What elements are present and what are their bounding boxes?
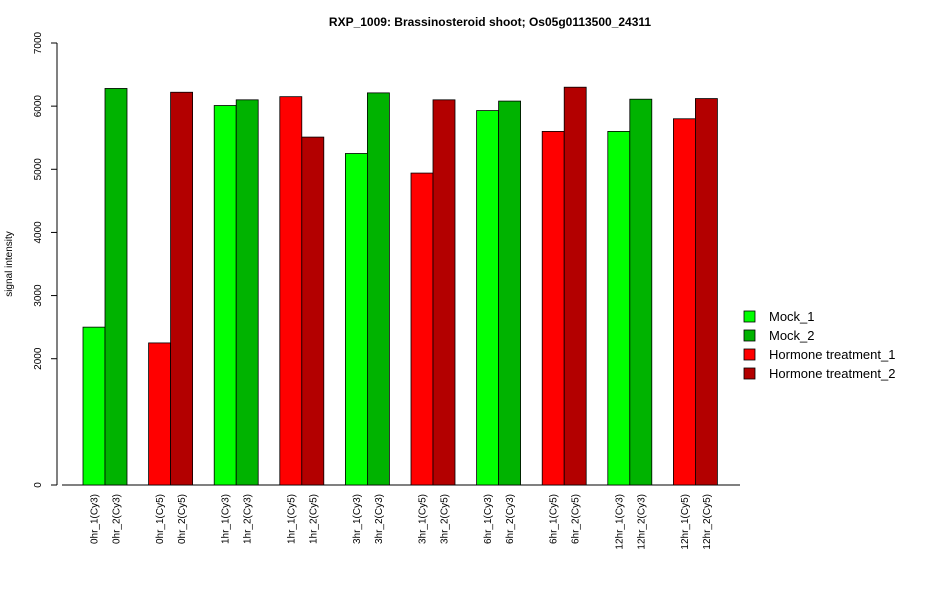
x-tick-label: 3hr_1(Cy5)	[418, 494, 429, 544]
bars-group	[82, 86, 718, 486]
y-tick-label: 5000	[33, 158, 44, 181]
x-tick-label: 6hr_1(Cy3)	[483, 494, 494, 544]
y-axis-label: signal intensity	[4, 231, 15, 297]
bar	[213, 105, 237, 486]
bar	[563, 86, 587, 486]
legend: Mock_1 Mock_2 Hormone treatment_1 Hormone t…	[743, 309, 895, 381]
x-tick-label: 6hr_1(Cy5)	[549, 494, 560, 544]
bar	[344, 153, 368, 486]
bar	[279, 96, 303, 486]
bar	[301, 136, 325, 486]
bar	[235, 99, 259, 486]
bar	[476, 110, 500, 486]
chart-title: RXP_1009: Brassinosteroid shoot; Os05g01…	[329, 15, 652, 29]
y-axis: 0 2000 3000 4000 5000 6000 7000	[33, 31, 58, 488]
bar	[104, 88, 128, 486]
x-tick-label: 6hr_2(Cy3)	[505, 494, 516, 544]
bar	[410, 172, 434, 486]
bar	[695, 98, 718, 486]
bar	[82, 326, 106, 486]
x-tick-label: 1hr_1(Cy3)	[221, 494, 232, 544]
legend-swatch	[743, 367, 756, 380]
y-tick-label: 0	[33, 482, 44, 488]
legend-swatch	[743, 329, 756, 342]
x-tick-label: 3hr_2(Cy3)	[374, 494, 385, 544]
legend-label: Mock_1	[769, 309, 815, 324]
x-tick-label: 6hr_2(Cy5)	[571, 494, 582, 544]
x-tick-label: 0hr_2(Cy5)	[177, 494, 188, 544]
legend-label: Hormone treatment_2	[769, 366, 895, 381]
x-tick-label: 0hr_2(Cy3)	[112, 494, 123, 544]
bar	[541, 130, 565, 486]
legend-label: Hormone treatment_1	[769, 347, 895, 362]
bar	[629, 98, 653, 486]
x-tick-label: 1hr_2(Cy3)	[243, 494, 254, 544]
x-tick-label: 12hr_2(Cy5)	[702, 494, 713, 550]
x-tick-label: 0hr_1(Cy3)	[90, 494, 101, 544]
x-tick-labels: 0hr_1(Cy3) 0hr_2(Cy3) 0hr_1(Cy5) 0hr_2(Cy5)…	[90, 494, 713, 550]
bar	[673, 118, 696, 486]
bar	[170, 91, 194, 486]
x-tick-label: 12hr_1(Cy5)	[680, 494, 691, 550]
y-tick-label: 4000	[33, 221, 44, 244]
x-tick-label: 3hr_1(Cy3)	[352, 494, 363, 544]
x-tick-label: 3hr_2(Cy5)	[440, 494, 451, 544]
y-tick-label: 6000	[33, 95, 44, 118]
y-tick-label: 7000	[33, 31, 44, 54]
y-tick-label: 2000	[33, 347, 44, 370]
x-tick-label: 12hr_2(Cy3)	[636, 494, 647, 550]
legend-swatch	[743, 310, 756, 323]
legend-label: Mock_2	[769, 328, 815, 343]
x-tick-label: 12hr_1(Cy3)	[614, 494, 625, 550]
x-tick-label: 0hr_1(Cy5)	[155, 494, 166, 544]
legend-swatch	[743, 348, 756, 361]
bar	[432, 99, 456, 486]
bar	[498, 100, 522, 486]
y-tick-label: 3000	[33, 284, 44, 307]
x-tick-label: 1hr_2(Cy5)	[308, 494, 319, 544]
x-tick-label: 1hr_1(Cy5)	[286, 494, 297, 544]
bar	[366, 92, 390, 486]
bar	[148, 342, 172, 486]
bar	[607, 130, 631, 486]
